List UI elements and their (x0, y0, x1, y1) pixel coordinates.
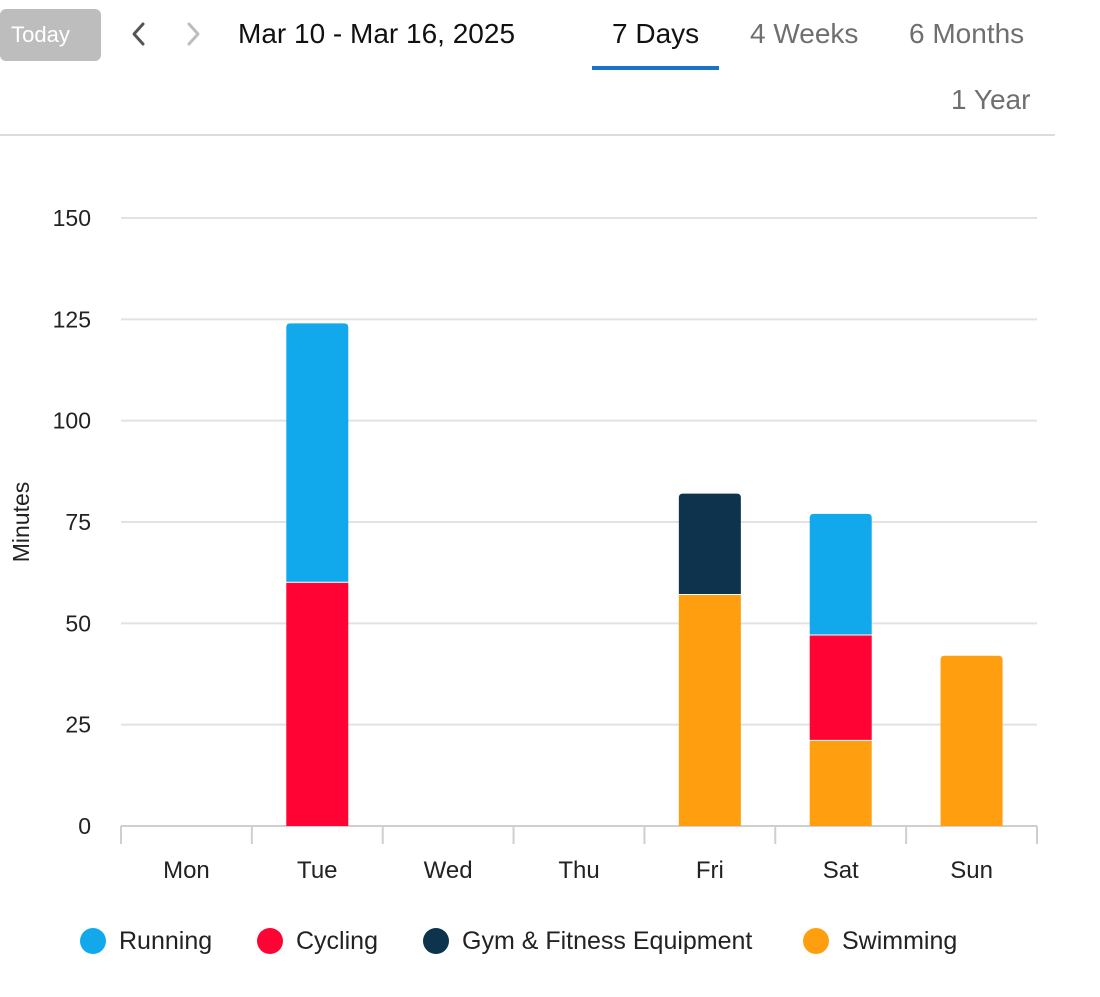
x-tick-label: Thu (558, 857, 599, 884)
y-axis-label: Minutes (8, 482, 34, 563)
bar-running (809, 513, 872, 635)
bar-cycling (286, 582, 349, 826)
header-divider (0, 134, 1055, 136)
chevron-right-icon (187, 22, 200, 46)
legend-swatch-swimming (803, 928, 829, 954)
bar-gym-fitness-equipment (678, 493, 741, 594)
tab-7-days[interactable]: 7 Days (612, 18, 700, 49)
x-tick-label: Mon (163, 857, 210, 884)
y-tick-label: 50 (65, 610, 91, 636)
x-tick-label: Sat (823, 857, 859, 884)
legend-swatch-cycling (257, 928, 283, 954)
active-tab-indicator (592, 66, 719, 70)
legend-item-running[interactable]: Running (80, 922, 212, 960)
x-tick-label: Wed (424, 857, 473, 884)
legend-swatch-running (80, 928, 106, 954)
legend-item-cycling[interactable]: Cycling (257, 922, 378, 960)
next-week-button[interactable] (174, 14, 214, 54)
stacked-bar-chart: 0 25 50 75 100 125 150 Mon Tue Wed Thu Fri Sat Sun Min… (8, 205, 1038, 884)
chevron-left-icon (132, 22, 145, 46)
legend-swatch-gym (423, 928, 449, 954)
legend-label-cycling: Cycling (296, 926, 378, 955)
y-tick-label: 0 (78, 813, 91, 839)
tab-1-year[interactable]: 1 Year (951, 84, 1031, 115)
tab-6-months[interactable]: 6 Months (909, 18, 1025, 49)
bar-swimming (809, 740, 872, 826)
bar-cycling (809, 635, 872, 740)
legend-label-swimming: Swimming (842, 926, 958, 955)
date-range-label: Mar 10 - Mar 16, 2025 (238, 18, 516, 49)
tab-4-weeks[interactable]: 4 Weeks (750, 18, 859, 49)
previous-week-button[interactable] (118, 14, 158, 54)
legend-label-gym: Gym & Fitness Equipment (462, 926, 753, 955)
x-tick-label: Tue (297, 857, 337, 884)
y-tick-label: 25 (65, 712, 91, 738)
x-tick-label: Sun (950, 857, 993, 884)
x-tick-label: Fri (696, 857, 724, 884)
y-tick-label: 125 (53, 306, 91, 332)
bar-swimming (940, 655, 1003, 826)
bar-running (286, 323, 349, 582)
y-tick-label: 100 (53, 408, 91, 434)
bar-swimming (678, 594, 741, 826)
y-tick-label: 75 (65, 509, 91, 535)
legend-label-running: Running (119, 926, 213, 955)
legend-item-gym[interactable]: Gym & Fitness Equipment (423, 922, 752, 960)
y-tick-label: 150 (53, 205, 91, 231)
today-button[interactable]: Today (0, 9, 101, 61)
legend-item-swimming[interactable]: Swimming (803, 922, 957, 960)
